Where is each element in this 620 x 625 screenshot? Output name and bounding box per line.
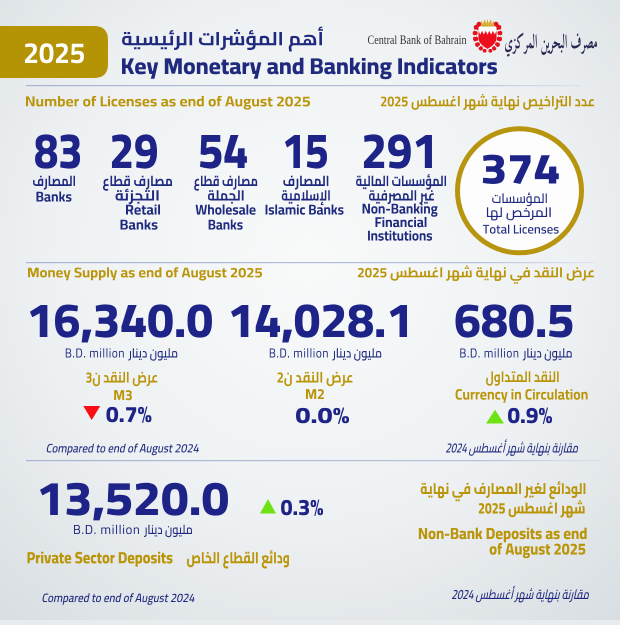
svg-text:Central Bank of Bahrain: Central Bank of Bahrain	[368, 33, 467, 47]
